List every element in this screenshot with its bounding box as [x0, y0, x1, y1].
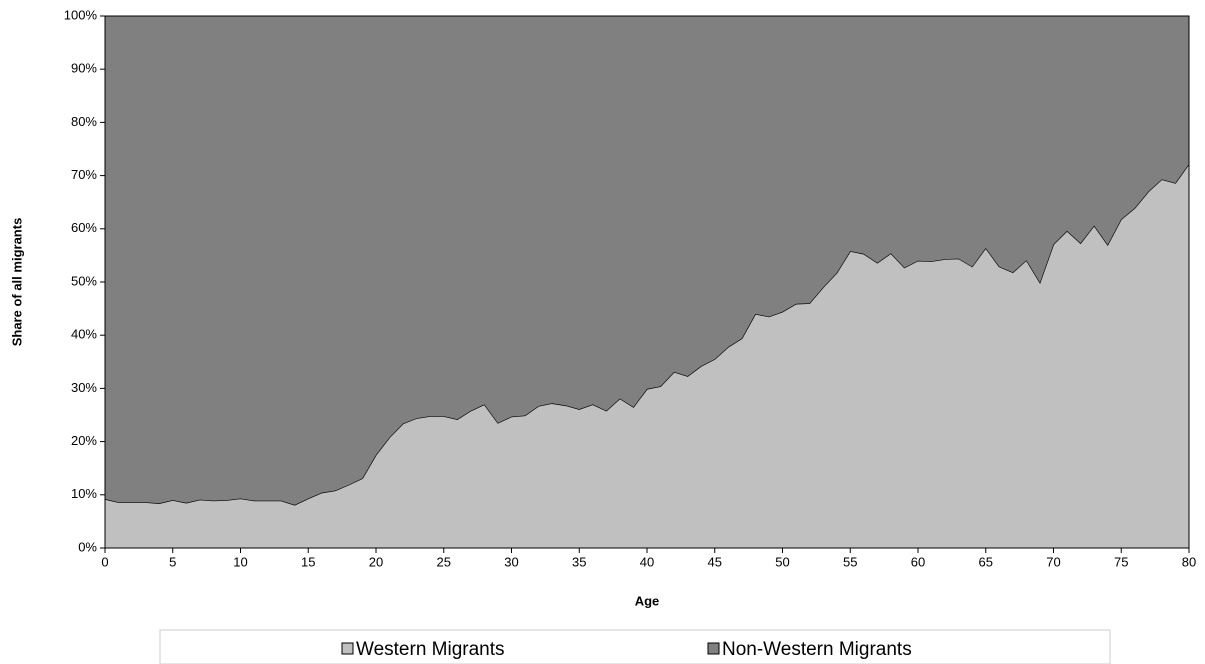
x-tick-label: 50	[775, 554, 789, 569]
y-tick-label: 100%	[64, 7, 98, 22]
x-tick-label: 45	[708, 554, 722, 569]
y-tick-label: 40%	[71, 327, 97, 342]
y-tick-label: 50%	[71, 273, 97, 288]
legend-label: Non-Western Migrants	[722, 639, 912, 660]
area	[105, 163, 1189, 548]
legend-swatch	[341, 642, 354, 655]
area	[105, 16, 1189, 505]
x-tick-label: 30	[504, 554, 518, 569]
y-tick-label: 0%	[78, 539, 97, 554]
x-tick-label: 40	[640, 554, 654, 569]
y-tick-label: 60%	[71, 220, 97, 235]
y-tick-label: 30%	[71, 380, 97, 395]
x-tick-label: 60	[911, 554, 925, 569]
x-tick-label: 35	[572, 554, 586, 569]
x-tick-label: 0	[101, 554, 108, 569]
legend-label: Western Migrants	[356, 639, 505, 660]
legend-swatch	[707, 642, 720, 655]
x-tick-label: 20	[369, 554, 383, 569]
x-tick-label: 80	[1182, 554, 1196, 569]
y-axis-title: Share of all migrants	[9, 218, 24, 347]
x-tick-label: 75	[1114, 554, 1128, 569]
y-tick-label: 70%	[71, 167, 97, 182]
y-tick-label: 80%	[71, 114, 97, 129]
x-axis-title: Age	[635, 593, 660, 608]
y-tick-label: 20%	[71, 433, 97, 448]
x-tick-label: 70	[1046, 554, 1060, 569]
x-tick-label: 15	[301, 554, 315, 569]
legend-box	[159, 629, 1111, 664]
y-tick-label: 10%	[71, 486, 97, 501]
x-tick-label: 25	[437, 554, 451, 569]
x-tick-label: 65	[979, 554, 993, 569]
x-tick-label: 5	[169, 554, 176, 569]
x-tick-label: 55	[843, 554, 857, 569]
y-tick-label: 90%	[71, 61, 97, 76]
x-tick-label: 10	[233, 554, 247, 569]
